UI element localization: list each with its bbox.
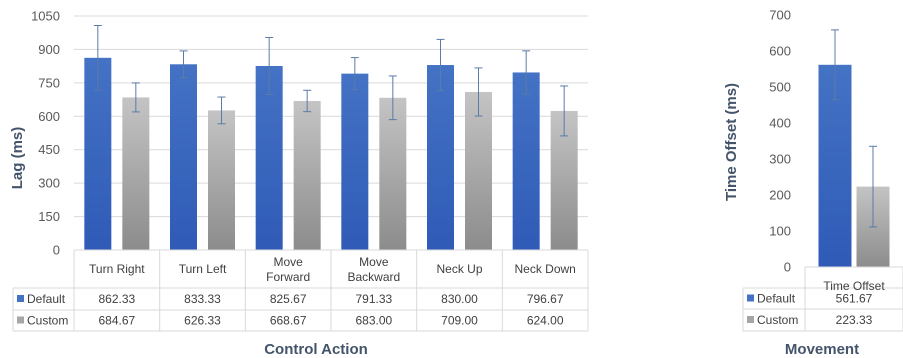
bar-default bbox=[255, 65, 283, 250]
y-tick-label: 750 bbox=[38, 75, 60, 90]
y-tick-label: 100 bbox=[769, 224, 791, 239]
legend-series-name: Custom bbox=[757, 313, 798, 327]
y-tick-label: 600 bbox=[769, 44, 791, 59]
bar-default bbox=[512, 72, 540, 251]
legend-series-name: Custom bbox=[27, 314, 68, 328]
y-tick-label: 0 bbox=[53, 243, 60, 258]
offset-y-axis-title: Time Offset (ms) bbox=[723, 83, 740, 201]
offset-y-tick-labels: 0 100 200 300 400 500 600 700 bbox=[769, 8, 791, 275]
lag-gridlines bbox=[74, 15, 588, 251]
y-tick-label: 300 bbox=[38, 176, 60, 191]
legend-key bbox=[747, 294, 754, 302]
table-value: 223.33 bbox=[836, 313, 873, 327]
legend-key bbox=[17, 295, 24, 302]
bar-default bbox=[170, 64, 197, 250]
y-tick-label: 900 bbox=[38, 42, 60, 57]
category-label: Neck Down bbox=[514, 262, 575, 276]
legend-series-name: Default bbox=[757, 292, 796, 306]
y-tick-label: 1050 bbox=[31, 9, 60, 24]
bar-default bbox=[341, 73, 369, 250]
lag-y-axis-title: Lag (ms) bbox=[9, 127, 26, 190]
lag-y-tick-labels: 0 150 300 450 600 750 900 1050 bbox=[31, 9, 60, 258]
offset-x-axis-title: Movement bbox=[785, 341, 859, 358]
table-value: 626.33 bbox=[184, 314, 221, 328]
y-tick-label: 200 bbox=[769, 188, 791, 203]
table-value: 830.00 bbox=[441, 292, 478, 306]
table-value: 833.33 bbox=[184, 292, 221, 306]
y-tick-label: 450 bbox=[38, 142, 60, 157]
table-value: 825.67 bbox=[270, 292, 307, 306]
legend-key bbox=[17, 316, 24, 324]
category-label: Forward bbox=[266, 270, 310, 284]
bar-custom bbox=[293, 100, 321, 250]
y-tick-label: 600 bbox=[38, 109, 60, 124]
category-label: Turn Left bbox=[179, 262, 227, 276]
bar-custom bbox=[122, 97, 150, 250]
y-tick-label: 150 bbox=[38, 209, 60, 224]
table-value: 668.67 bbox=[270, 314, 307, 328]
offset-bars bbox=[818, 29, 890, 267]
table-value: 561.67 bbox=[836, 292, 873, 306]
bar-default bbox=[427, 65, 454, 251]
offset-data-table: Time Offset Default 561.67 Custom 223.33 bbox=[742, 266, 903, 332]
category-label: Turn Right bbox=[89, 262, 145, 276]
category-label: Backward bbox=[347, 270, 400, 284]
category-label: Time Offset bbox=[823, 279, 885, 293]
table-value: 684.67 bbox=[98, 314, 135, 328]
category-label: Move bbox=[273, 255, 303, 269]
table-value: 791.33 bbox=[355, 292, 392, 306]
time-offset-chart: 0 100 200 300 400 500 600 700 Time Offset Defaul… bbox=[723, 8, 903, 358]
table-value: 683.00 bbox=[355, 314, 392, 328]
y-tick-label: 300 bbox=[769, 152, 791, 167]
bar-custom bbox=[379, 97, 407, 250]
bar-custom bbox=[465, 91, 492, 250]
table-value: 624.00 bbox=[527, 314, 564, 328]
legend-series-name: Default bbox=[27, 292, 66, 306]
table-value: 709.00 bbox=[441, 314, 478, 328]
lag-bars bbox=[84, 25, 578, 251]
table-value: 796.67 bbox=[527, 292, 564, 306]
y-tick-label: 500 bbox=[769, 80, 791, 95]
category-label: Neck Up bbox=[436, 262, 482, 276]
y-tick-label: 700 bbox=[769, 8, 791, 23]
table-value: 862.33 bbox=[98, 292, 135, 306]
y-tick-label: 0 bbox=[784, 260, 791, 275]
lag-x-axis-title: Control Action bbox=[264, 341, 368, 358]
legend-key bbox=[747, 316, 754, 323]
y-tick-label: 400 bbox=[769, 116, 791, 131]
category-label: Move bbox=[359, 255, 389, 269]
bar-custom bbox=[208, 110, 235, 251]
lag-data-table: Turn Right Turn Left MoveForwardMoveBackwa… bbox=[12, 249, 589, 332]
lag-chart: 0 150 300 450 600 750 900 1050 Turn Right Turn L… bbox=[9, 9, 589, 358]
